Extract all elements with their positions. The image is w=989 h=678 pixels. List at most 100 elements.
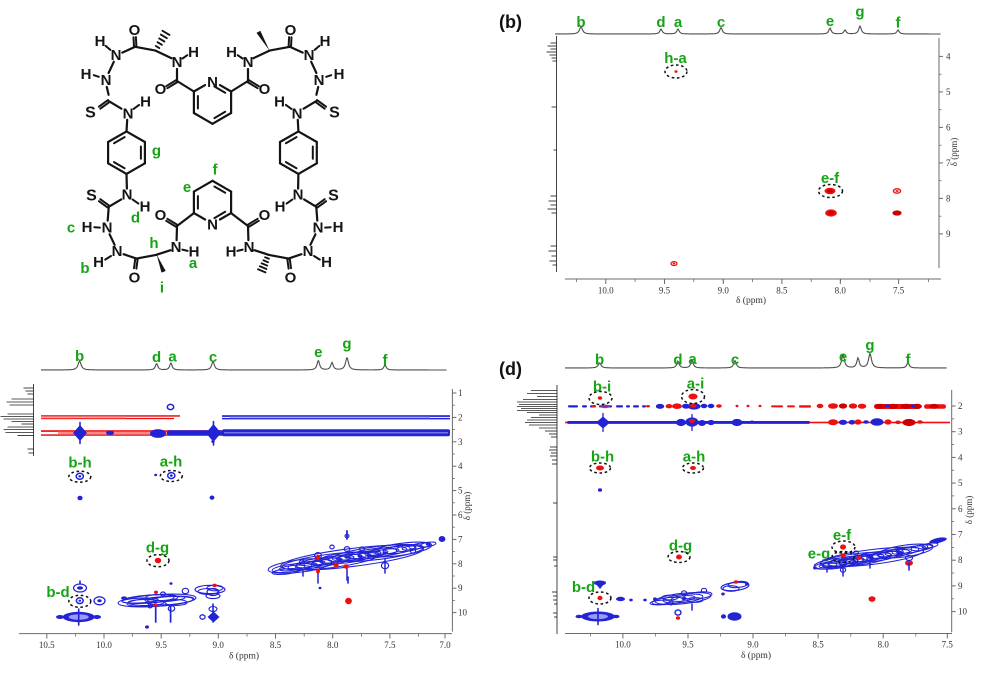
svg-text:N: N — [102, 220, 113, 237]
svg-text:S: S — [328, 188, 339, 205]
svg-text:9: 9 — [946, 229, 951, 239]
svg-text:(d): (d) — [499, 359, 522, 379]
svg-text:H: H — [95, 33, 106, 50]
svg-text:3: 3 — [958, 427, 963, 437]
svg-text:1: 1 — [458, 388, 463, 398]
svg-text:b-i: b-i — [593, 379, 611, 396]
svg-text:2: 2 — [958, 401, 963, 411]
svg-text:10.0: 10.0 — [96, 640, 112, 650]
svg-text:e: e — [183, 179, 191, 196]
svg-text:d: d — [673, 352, 682, 369]
svg-text:10.0: 10.0 — [615, 640, 631, 650]
svg-text:δ (ppm): δ (ppm) — [741, 650, 771, 661]
svg-text:f: f — [213, 162, 219, 179]
svg-text:δ (ppm): δ (ppm) — [462, 492, 472, 521]
svg-text:H: H — [320, 33, 331, 50]
svg-text:N: N — [293, 187, 304, 204]
svg-text:e: e — [839, 349, 847, 366]
svg-text:N: N — [123, 106, 134, 123]
svg-text:a-h: a-h — [160, 454, 183, 471]
svg-text:a: a — [674, 14, 683, 31]
svg-text:b: b — [75, 348, 84, 365]
svg-text:b-d: b-d — [572, 579, 595, 596]
svg-text:δ (ppm): δ (ppm) — [229, 651, 259, 662]
svg-text:c: c — [209, 349, 217, 366]
svg-text:d: d — [131, 210, 140, 227]
svg-text:N: N — [243, 54, 254, 71]
svg-text:8.0: 8.0 — [835, 286, 847, 296]
svg-text:δ (ppm): δ (ppm) — [964, 496, 974, 525]
svg-text:N: N — [207, 74, 218, 91]
svg-text:c: c — [67, 220, 75, 237]
svg-text:S: S — [85, 105, 96, 122]
svg-text:3: 3 — [458, 437, 463, 447]
svg-text:9: 9 — [958, 581, 963, 591]
svg-text:H: H — [321, 254, 332, 271]
svg-text:10: 10 — [958, 607, 968, 617]
svg-text:b-h: b-h — [591, 449, 614, 466]
svg-text:5: 5 — [458, 486, 463, 496]
svg-text:6: 6 — [946, 122, 951, 132]
svg-text:h-a: h-a — [664, 50, 687, 67]
svg-text:i: i — [160, 280, 164, 297]
svg-text:e-f: e-f — [821, 170, 840, 187]
svg-text:f: f — [896, 15, 902, 32]
svg-text:H: H — [82, 219, 93, 236]
svg-text:9: 9 — [458, 583, 463, 593]
svg-text:e: e — [826, 13, 834, 30]
svg-text:10: 10 — [458, 608, 468, 618]
svg-text:O: O — [285, 22, 297, 39]
svg-text:N: N — [313, 220, 324, 237]
svg-text:O: O — [129, 22, 141, 39]
svg-text:H: H — [275, 199, 286, 216]
svg-text:N: N — [171, 239, 182, 256]
svg-text:H: H — [188, 44, 199, 61]
svg-text:c: c — [717, 14, 725, 31]
svg-text:N: N — [112, 243, 123, 260]
svg-text:S: S — [329, 105, 340, 122]
svg-text:g: g — [865, 337, 874, 354]
svg-text:H: H — [333, 219, 344, 236]
svg-text:9.5: 9.5 — [682, 640, 694, 650]
svg-text:g: g — [152, 143, 161, 160]
svg-text:δ (ppm): δ (ppm) — [736, 295, 766, 306]
svg-text:h: h — [149, 235, 158, 252]
svg-text:b-h: b-h — [68, 455, 91, 472]
svg-text:f: f — [906, 352, 912, 369]
svg-text:6: 6 — [958, 504, 963, 514]
svg-text:H: H — [189, 244, 200, 261]
svg-text:a: a — [168, 349, 177, 366]
svg-text:8.5: 8.5 — [270, 640, 282, 650]
svg-text:N: N — [207, 216, 218, 233]
svg-text:O: O — [285, 270, 297, 287]
svg-text:f: f — [383, 352, 389, 369]
svg-text:H: H — [226, 44, 237, 61]
svg-text:8: 8 — [458, 559, 463, 569]
svg-text:4: 4 — [958, 452, 963, 462]
svg-text:7.5: 7.5 — [384, 640, 396, 650]
svg-text:N: N — [292, 106, 303, 123]
svg-text:c: c — [731, 352, 739, 369]
svg-text:8.5: 8.5 — [812, 640, 824, 650]
svg-text:8: 8 — [958, 555, 963, 565]
svg-text:b: b — [80, 260, 89, 277]
svg-text:N: N — [101, 72, 112, 89]
svg-text:N: N — [122, 187, 133, 204]
svg-text:10.0: 10.0 — [598, 286, 614, 296]
svg-text:N: N — [244, 239, 255, 256]
svg-text:8.0: 8.0 — [878, 640, 890, 650]
svg-text:N: N — [314, 72, 325, 89]
svg-text:e: e — [314, 344, 322, 361]
svg-text:e-g: e-g — [808, 546, 831, 563]
svg-text:7.5: 7.5 — [942, 640, 954, 650]
svg-text:O: O — [129, 270, 141, 287]
svg-text:N: N — [303, 243, 314, 260]
svg-text:H: H — [226, 244, 237, 261]
svg-text:8: 8 — [946, 193, 951, 203]
svg-text:4: 4 — [946, 51, 951, 61]
svg-text:7: 7 — [958, 530, 963, 540]
svg-text:9.5: 9.5 — [156, 640, 168, 650]
svg-text:10.5: 10.5 — [39, 640, 55, 650]
svg-text:d: d — [656, 14, 665, 31]
svg-text:O: O — [259, 207, 271, 224]
